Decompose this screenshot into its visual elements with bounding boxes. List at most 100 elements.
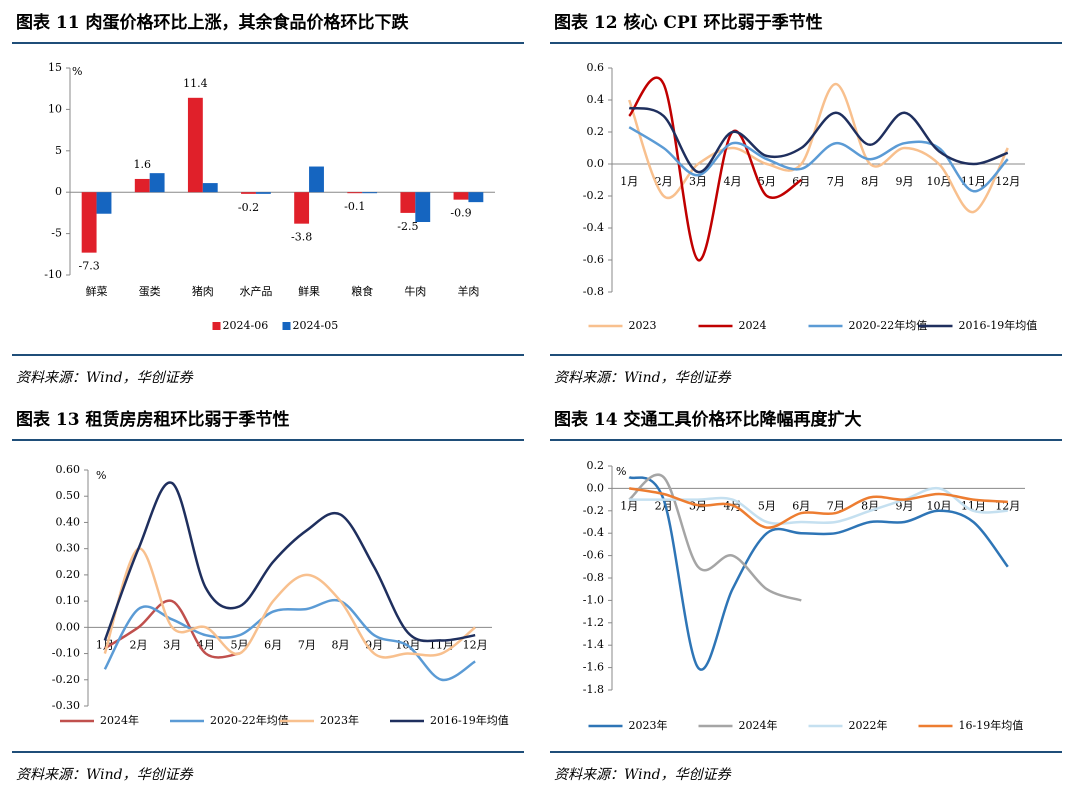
y-tick-label: 0.50	[56, 489, 81, 502]
y-tick-label: -5	[51, 227, 62, 240]
line	[629, 486, 1008, 525]
source: 资料来源：Wind，华创证券	[16, 370, 194, 386]
y-tick-label: -0.8	[583, 571, 604, 584]
bar	[81, 192, 97, 253]
line	[628, 126, 1009, 193]
y-tick-label: -1.2	[583, 616, 604, 629]
bar	[400, 192, 416, 213]
y-tick-label: 0.30	[56, 542, 81, 555]
data-label: 11.4	[183, 77, 208, 90]
bar	[96, 192, 112, 214]
data-label: -0.1	[344, 200, 365, 213]
bar	[347, 192, 363, 194]
legend-label: 2024-06	[223, 319, 269, 332]
y-tick-label: -1.4	[583, 638, 604, 651]
source: 资料来源：Wind，华创证券	[16, 767, 194, 783]
x-tick-label: 10月	[926, 175, 951, 188]
source: 资料来源：Wind，华创证券	[554, 370, 732, 386]
data-label: -2.5	[397, 220, 418, 233]
y-unit: %	[616, 465, 626, 478]
y-tick-label: 0	[55, 185, 62, 198]
x-tick-label: 猪肉	[192, 285, 214, 298]
y-tick-label: -10	[44, 268, 62, 281]
bar	[255, 192, 271, 194]
data-label: 1.6	[134, 158, 152, 171]
y-tick-label: -0.6	[583, 549, 604, 562]
y-tick-label: 0.6	[587, 61, 605, 74]
legend-label: 2023	[629, 319, 657, 332]
legend-label: 2023年	[629, 718, 668, 732]
x-tick-label: 牛肉	[404, 284, 426, 298]
y-tick-label: 0.40	[56, 515, 81, 528]
y-tick-label: -1.0	[583, 593, 604, 606]
y-tick-label: -0.2	[583, 504, 604, 517]
bar	[134, 178, 150, 193]
y-tick-label: 0.10	[56, 594, 81, 607]
x-tick-label: 鲜果	[298, 284, 320, 298]
line	[628, 82, 1009, 214]
x-tick-label: 11月	[961, 175, 986, 188]
chart-title: 图表 11 肉蛋价格环比上涨，其余食品价格环比下跌	[16, 12, 409, 33]
x-tick-label: 5月	[758, 499, 776, 512]
y-tick-label: 0.2	[587, 125, 605, 138]
x-tick-label: 3月	[689, 175, 707, 188]
x-tick-label: 7月	[298, 638, 316, 651]
y-tick-label: -0.2	[583, 189, 604, 202]
legend-swatch	[212, 322, 221, 330]
legend-label: 2022年	[849, 718, 888, 732]
legend-label: 2024年	[100, 713, 139, 727]
data-label: -3.8	[291, 231, 312, 244]
legend-label: 2020-22年均值	[849, 318, 928, 332]
y-tick-label: -1.8	[583, 683, 604, 696]
bar	[241, 192, 256, 194]
chart-title: 图表 13 租赁房房租环比弱于季节性	[16, 409, 290, 430]
x-tick-label: 1月	[620, 175, 638, 188]
legend-label: 2020-22年均值	[210, 713, 289, 727]
x-tick-label: 12月	[463, 638, 488, 651]
y-tick-label: 0.0	[587, 157, 605, 170]
y-tick-label: 0.0	[587, 481, 605, 494]
x-tick-label: 5月	[231, 638, 249, 651]
bar	[202, 183, 218, 193]
line	[628, 476, 1009, 671]
x-tick-label: 5月	[758, 175, 776, 188]
x-tick-label: 7月	[827, 499, 845, 512]
legend-label: 2016-19年均值	[959, 318, 1038, 332]
y-tick-label: -0.8	[583, 285, 604, 298]
bar	[187, 97, 203, 193]
x-tick-label: 9月	[896, 499, 914, 512]
data-label: -7.3	[79, 260, 100, 273]
data-label: -0.9	[450, 207, 471, 220]
y-tick-label: 15	[48, 61, 62, 74]
x-tick-label: 10月	[926, 499, 951, 512]
legend-label: 2023年	[320, 713, 359, 727]
y-tick-label: -1.6	[583, 661, 604, 674]
x-tick-label: 蛋类	[139, 284, 161, 298]
x-tick-label: 4月	[723, 175, 741, 188]
x-tick-label: 6月	[792, 499, 810, 512]
chart-title: 图表 12 核心 CPI 环比弱于季节性	[554, 12, 823, 33]
chart-title: 图表 14 交通工具价格环比降幅再度扩大	[554, 409, 862, 430]
y-tick-label: 5	[55, 144, 62, 157]
line	[103, 481, 476, 643]
bar	[453, 192, 469, 200]
line	[628, 76, 802, 262]
y-tick-label: -0.4	[583, 526, 604, 539]
line	[628, 473, 802, 602]
x-tick-label: 11月	[961, 499, 986, 512]
y-tick-label: 10	[48, 102, 62, 115]
legend-label: 2024年	[739, 718, 778, 732]
x-tick-label: 羊肉	[457, 284, 479, 298]
y-unit: %	[72, 65, 82, 78]
x-tick-label: 9月	[896, 175, 914, 188]
y-tick-label: -0.6	[583, 253, 604, 266]
x-tick-label: 3月	[163, 638, 181, 651]
x-tick-label: 2月	[655, 499, 673, 512]
source: 资料来源：Wind，华创证券	[554, 767, 732, 783]
x-tick-label: 水产品	[239, 284, 272, 298]
line	[104, 599, 240, 659]
y-tick-label: 0.60	[56, 463, 81, 476]
legend-label: 2024-05	[293, 319, 339, 332]
y-tick-label: 0.2	[587, 459, 605, 472]
legend-label: 2016-19年均值	[430, 713, 509, 727]
